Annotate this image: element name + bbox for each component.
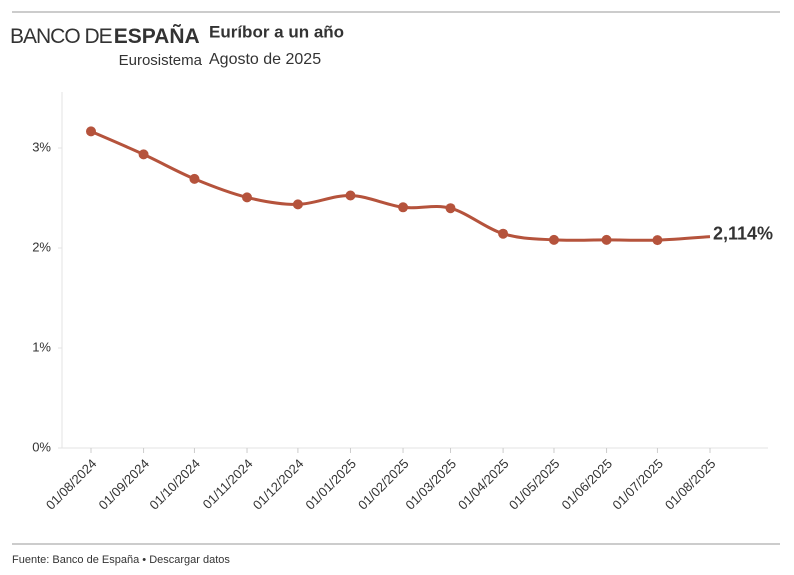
y-tick-label: 0% [32, 439, 51, 454]
x-tick-label: 01/12/2024 [250, 456, 307, 513]
y-tick-label: 2% [32, 239, 51, 254]
x-tick-label: 01/08/2025 [662, 456, 719, 513]
source: Fuente: Banco de España [12, 554, 140, 566]
x-tick-label: 01/10/2024 [146, 456, 203, 513]
x-tick-label: 01/03/2025 [402, 456, 459, 513]
y-tick-label: 3% [32, 139, 51, 154]
marker [138, 149, 149, 160]
x-tick-label: 01/09/2024 [96, 456, 153, 513]
marker [398, 202, 409, 213]
x-tick-label: 01/04/2025 [455, 456, 512, 513]
line [90, 130, 711, 242]
marker [189, 173, 200, 184]
x-tick-label: 01/02/2025 [355, 456, 412, 513]
chart-title: Euríbor a un año [209, 22, 344, 41]
footer: Fuente: Banco de España • Descargar dato… [12, 554, 230, 566]
marker [601, 234, 612, 245]
download-link[interactable]: Descargar datos [149, 554, 230, 566]
chart-subtitle: Agosto de 2025 [209, 51, 321, 68]
separator: • [142, 554, 146, 566]
x-tick-label: 01/06/2025 [558, 456, 615, 513]
y-tick-label: 1% [32, 339, 51, 354]
x-tick-label: 01/05/2025 [506, 456, 563, 513]
x-tick-label: 01/08/2024 [43, 456, 100, 513]
marker [292, 199, 303, 210]
marker [242, 192, 253, 203]
logo-sub: Eurosistema [119, 52, 203, 69]
marker [345, 190, 356, 201]
x-tick-label: 01/07/2025 [609, 456, 666, 513]
marker [548, 234, 559, 245]
logo-bold: ESPAÑA [114, 25, 200, 48]
value-label: 2,114% [713, 223, 773, 243]
marker [498, 228, 509, 239]
logo-light: BANCO DE [10, 25, 113, 48]
logo: BANCO DEESPAÑA [10, 25, 200, 48]
x-tick-label: 01/01/2025 [302, 456, 359, 513]
marker [445, 203, 456, 214]
marker [86, 126, 96, 137]
x-tick-label: 01/11/2024 [200, 456, 256, 512]
marker [652, 235, 663, 246]
